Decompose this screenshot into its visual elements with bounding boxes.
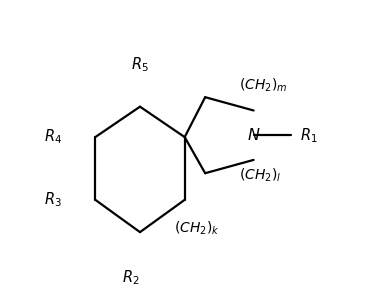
Text: $R_1$: $R_1$: [300, 126, 318, 145]
Text: $R_3$: $R_3$: [44, 190, 62, 209]
Text: $R_2$: $R_2$: [122, 268, 139, 287]
Text: $(CH_2)_k$: $(CH_2)_k$: [173, 220, 219, 237]
Text: $(CH_2)_l$: $(CH_2)_l$: [239, 166, 281, 184]
Text: $R_5$: $R_5$: [131, 56, 149, 74]
Text: $R_4$: $R_4$: [44, 128, 62, 146]
Text: $N$: $N$: [247, 127, 260, 144]
Text: $(CH_2)_m$: $(CH_2)_m$: [239, 77, 287, 94]
